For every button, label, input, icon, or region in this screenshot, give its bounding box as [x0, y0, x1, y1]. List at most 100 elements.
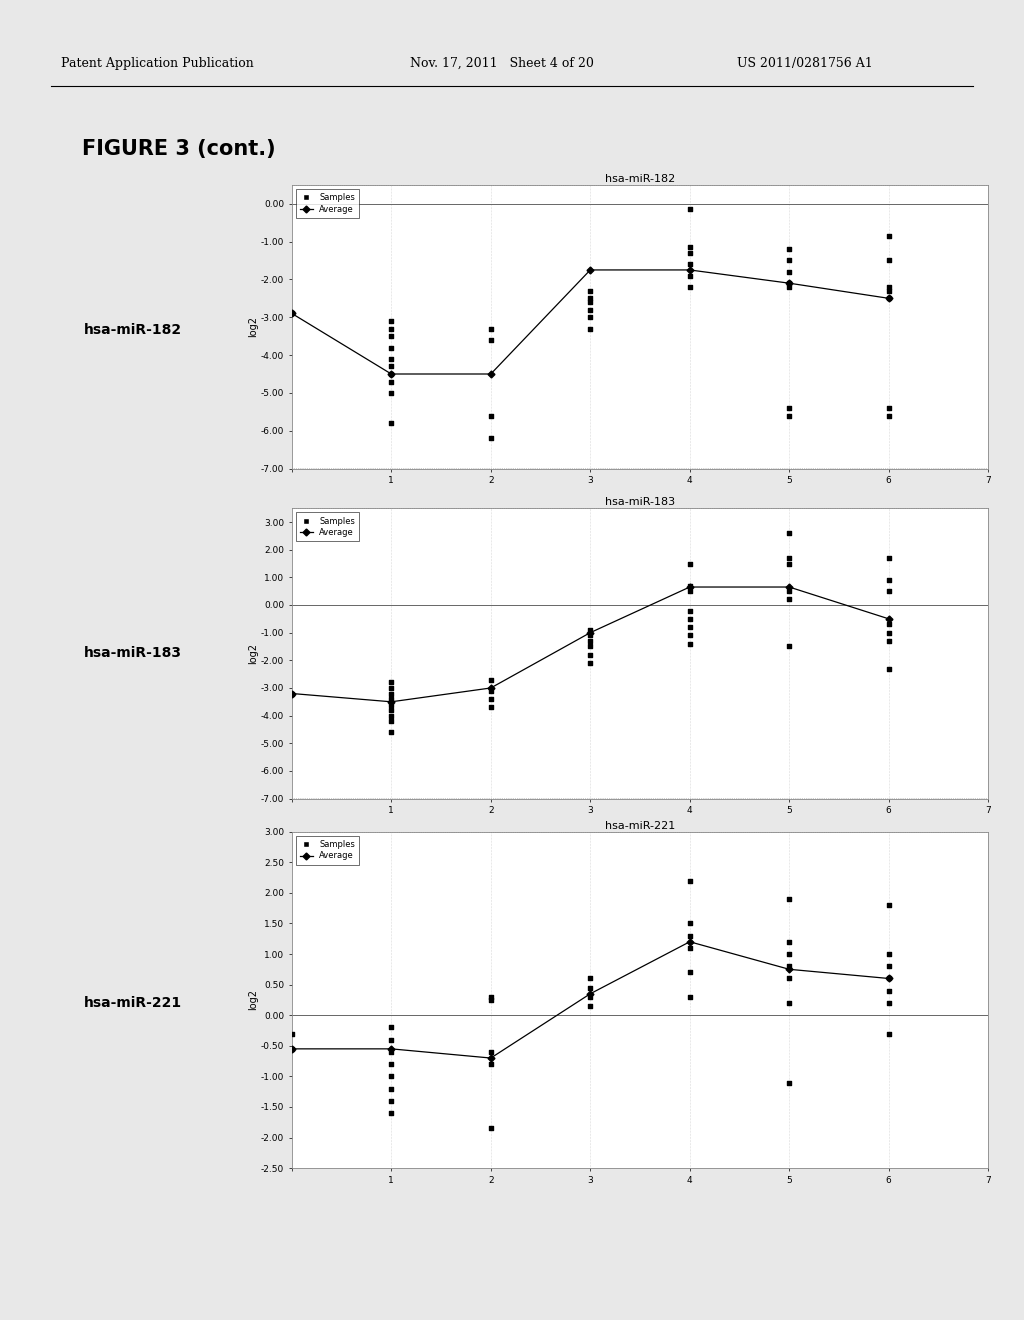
Point: [482, 669, 499, 690]
Point: [383, 348, 399, 370]
Point: [881, 1023, 897, 1044]
Point: [682, 553, 698, 574]
Point: [582, 995, 598, 1016]
Point: [682, 265, 698, 286]
Point: [482, 990, 499, 1011]
Point: [881, 249, 897, 271]
Point: [781, 523, 798, 544]
Point: [383, 694, 399, 715]
Point: [383, 337, 399, 358]
Point: [383, 1041, 399, 1063]
Point: [781, 261, 798, 282]
Text: hsa-miR-221: hsa-miR-221: [84, 997, 182, 1010]
Text: hsa-miR-182: hsa-miR-182: [84, 323, 182, 337]
Point: [383, 705, 399, 726]
Point: [582, 318, 598, 339]
Point: [881, 280, 897, 301]
Point: [682, 276, 698, 297]
Point: [881, 981, 897, 1002]
Point: [881, 895, 897, 916]
Point: [383, 1053, 399, 1074]
Point: [781, 581, 798, 602]
Point: [482, 318, 499, 339]
Point: [284, 682, 300, 704]
Point: [781, 589, 798, 610]
Point: [881, 622, 897, 643]
Point: [482, 986, 499, 1007]
Point: [881, 993, 897, 1014]
Point: [781, 405, 798, 426]
Point: [682, 581, 698, 602]
Point: [582, 306, 598, 327]
Y-axis label: log2: log2: [248, 643, 258, 664]
Point: [383, 363, 399, 384]
Point: [881, 569, 897, 590]
Point: [781, 548, 798, 569]
Point: [582, 619, 598, 640]
Point: [582, 288, 598, 309]
Point: [682, 634, 698, 655]
Point: [383, 689, 399, 710]
Legend: Samples, Average: Samples, Average: [296, 189, 359, 218]
Point: [284, 1039, 300, 1060]
Text: hsa-miR-183: hsa-miR-183: [84, 647, 182, 660]
Point: [682, 913, 698, 935]
Point: [482, 330, 499, 351]
Point: [383, 383, 399, 404]
Point: [682, 962, 698, 983]
Point: [383, 672, 399, 693]
Point: [781, 397, 798, 418]
Title: hsa-miR-183: hsa-miR-183: [605, 498, 675, 507]
Text: Patent Application Publication: Patent Application Publication: [61, 57, 254, 70]
Point: [383, 310, 399, 331]
Point: [682, 986, 698, 1007]
Point: [482, 1041, 499, 1063]
Point: [682, 253, 698, 275]
Point: [582, 986, 598, 1007]
Point: [582, 300, 598, 321]
Point: [582, 652, 598, 673]
Point: [383, 1016, 399, 1038]
Point: [383, 1030, 399, 1051]
Point: [881, 631, 897, 652]
Y-axis label: log2: log2: [248, 990, 258, 1010]
Point: [383, 318, 399, 339]
Point: [781, 944, 798, 965]
Point: [482, 405, 499, 426]
Point: [383, 1090, 399, 1111]
Point: [682, 236, 698, 257]
Point: [881, 968, 897, 989]
Point: [781, 553, 798, 574]
Point: [881, 659, 897, 680]
Point: [383, 326, 399, 347]
Point: [482, 689, 499, 710]
Point: [781, 249, 798, 271]
Point: [881, 288, 897, 309]
Point: [482, 697, 499, 718]
Point: [881, 548, 897, 569]
Point: [582, 624, 598, 645]
Point: [881, 614, 897, 635]
Point: [582, 280, 598, 301]
Point: [781, 968, 798, 989]
Legend: Samples, Average: Samples, Average: [296, 512, 359, 541]
Point: [383, 722, 399, 743]
Point: [482, 1118, 499, 1139]
Point: [781, 993, 798, 1014]
Point: [482, 428, 499, 449]
Point: [383, 1065, 399, 1086]
Point: [682, 243, 698, 264]
Point: [781, 888, 798, 909]
Point: [682, 870, 698, 891]
Point: [682, 925, 698, 946]
Point: [881, 276, 897, 297]
Point: [682, 937, 698, 958]
Point: [881, 581, 897, 602]
Point: [383, 1078, 399, 1100]
Point: [383, 356, 399, 378]
Point: [284, 1023, 300, 1044]
Title: hsa-miR-221: hsa-miR-221: [605, 821, 675, 830]
Point: [582, 636, 598, 657]
Point: [781, 276, 798, 297]
Point: [582, 968, 598, 989]
